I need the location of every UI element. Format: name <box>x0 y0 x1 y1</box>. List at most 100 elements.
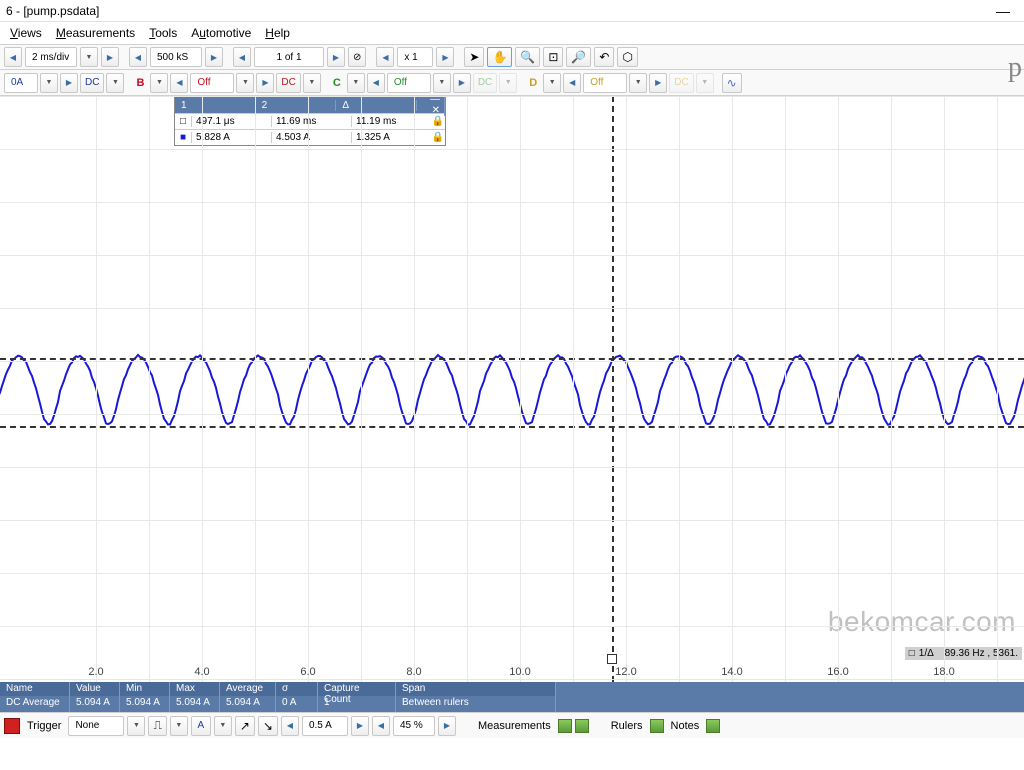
edit-measurement-button[interactable] <box>575 719 589 733</box>
ch-d-next[interactable] <box>649 73 667 93</box>
ch-a-coupling[interactable]: DC <box>80 73 104 93</box>
measurement-close[interactable]: — ✕ <box>417 96 445 116</box>
timebase-dropdown[interactable] <box>80 47 98 67</box>
ruler-horizontal-1[interactable] <box>0 358 1024 360</box>
buffer-value[interactable]: 1 of 1 <box>254 47 324 67</box>
stat-column: Value5.094 A <box>70 682 120 712</box>
ch-a-range[interactable]: 0A <box>4 73 38 93</box>
measurement-row: □ 497.1 μs 11.69 ms 11.19 ms 🔒 <box>175 113 445 129</box>
samples-next[interactable] <box>205 47 223 67</box>
zoom-area-icon[interactable]: ⊡ <box>543 47 563 67</box>
samples-value[interactable]: 500 kS <box>150 47 202 67</box>
ch-d-coupling[interactable]: DC <box>669 73 693 93</box>
buffer-nav-icon[interactable]: ⊘ <box>348 47 366 67</box>
hand-icon[interactable]: ✋ <box>487 47 512 67</box>
ch-c-coupling[interactable]: DC <box>473 73 497 93</box>
stats-bar: NameDC AverageValue5.094 AMin5.094 AMax5… <box>0 682 1024 712</box>
ch-a-range-dd[interactable] <box>40 73 58 93</box>
buffer-next[interactable] <box>327 47 345 67</box>
ch-a-range-next[interactable] <box>60 73 78 93</box>
pretrig-prev[interactable] <box>372 716 390 736</box>
ch-c-range[interactable]: Off <box>387 73 431 93</box>
rulers-label: Rulers <box>607 720 647 732</box>
x-axis-label: 12.0 <box>615 666 636 678</box>
zoom-value[interactable]: x 1 <box>397 47 433 67</box>
menu-tools[interactable]: Tools <box>149 26 177 40</box>
ch-d-range-dd[interactable] <box>629 73 647 93</box>
menu-help[interactable]: Help <box>265 26 290 40</box>
falling-edge-icon[interactable]: ↘ <box>258 716 278 736</box>
threshold-prev[interactable] <box>281 716 299 736</box>
stat-column: Min5.094 A <box>120 682 170 712</box>
title-bar: 6 - [pump.psdata] — <box>0 0 1024 22</box>
ruler-handle[interactable] <box>607 654 617 664</box>
rising-edge-icon[interactable]: ↗ <box>235 716 255 736</box>
ch-c-prev[interactable] <box>367 73 385 93</box>
stat-column: SpanBetween rulers <box>396 682 556 712</box>
ruler-vertical[interactable] <box>612 96 614 682</box>
undo-zoom-icon[interactable]: ↶ <box>594 47 614 67</box>
zoom-out-icon[interactable]: 🔎 <box>566 47 591 67</box>
math-channel-icon[interactable]: ∿ <box>722 73 742 93</box>
trigger-label: Trigger <box>23 720 65 732</box>
menu-measurements[interactable]: Measurements <box>56 26 135 40</box>
frequency-readout: □1/Δ 89.36 Hz , 5361. <box>905 647 1022 660</box>
logo: p <box>1008 52 1022 84</box>
menu-automotive[interactable]: Automotive <box>191 26 251 40</box>
samples-prev[interactable] <box>129 47 147 67</box>
trigger-source-dd[interactable] <box>214 716 232 736</box>
stat-column: Capture Count1 <box>318 682 396 712</box>
ch-b-dd[interactable] <box>150 73 168 93</box>
ch-d-dd[interactable] <box>543 73 561 93</box>
stat-column: σ0 A <box>276 682 318 712</box>
ch-a-coupling-dd[interactable] <box>106 73 124 93</box>
ch-b-range-dd[interactable] <box>236 73 254 93</box>
ch-b-coupling-dd[interactable] <box>303 73 321 93</box>
ch-b-next[interactable] <box>256 73 274 93</box>
menu-views[interactable]: Views <box>10 26 42 40</box>
timebase-value[interactable]: 2 ms/div <box>25 47 77 67</box>
trigger-mode-dd[interactable] <box>127 716 145 736</box>
ch-c-dd[interactable] <box>347 73 365 93</box>
ch-b-coupling[interactable]: DC <box>276 73 300 93</box>
marker-icon[interactable]: ⬡ <box>617 47 637 67</box>
ch-c-next[interactable] <box>453 73 471 93</box>
trigger-edge-icon[interactable]: ⎍ <box>148 716 166 736</box>
timebase-next[interactable] <box>101 47 119 67</box>
timebase-prev[interactable] <box>4 47 22 67</box>
zoom-in-icon[interactable]: 🔍 <box>515 47 540 67</box>
waveform-chart[interactable]: 12Δ — ✕ □ 497.1 μs 11.69 ms 11.19 ms 🔒 ■… <box>0 96 1024 682</box>
ruler-horizontal-2[interactable] <box>0 426 1024 428</box>
zoom-next[interactable] <box>436 47 454 67</box>
x-axis-label: 2.0 <box>88 666 103 678</box>
zoom-prev[interactable] <box>376 47 394 67</box>
pretrig-value[interactable]: 45 % <box>393 716 435 736</box>
buffer-prev[interactable] <box>233 47 251 67</box>
add-measurement-button[interactable] <box>558 719 572 733</box>
main-toolbar: 2 ms/div 500 kS 1 of 1 ⊘ x 1 ➤ ✋ 🔍 ⊡ 🔎 ↶… <box>0 44 1024 70</box>
notes-label: Notes <box>667 720 704 732</box>
x-axis-label: 14.0 <box>721 666 742 678</box>
ch-b-range[interactable]: Off <box>190 73 234 93</box>
ch-c-label: C <box>329 77 345 89</box>
ch-c-range-dd[interactable] <box>433 73 451 93</box>
minimize-button[interactable]: — <box>988 3 1018 19</box>
trigger-edge-dd[interactable] <box>170 716 188 736</box>
pointer-icon[interactable]: ➤ <box>464 47 484 67</box>
ch-b-prev[interactable] <box>170 73 188 93</box>
measurement-box[interactable]: 12Δ — ✕ □ 497.1 μs 11.69 ms 11.19 ms 🔒 ■… <box>174 96 446 146</box>
stop-button[interactable] <box>4 718 20 734</box>
trigger-mode[interactable]: None <box>68 716 124 736</box>
ch-d-range[interactable]: Off <box>583 73 627 93</box>
trigger-source[interactable]: A <box>191 716 211 736</box>
ch-d-coupling-dd[interactable] <box>696 73 714 93</box>
ch-d-prev[interactable] <box>563 73 581 93</box>
notes-button[interactable] <box>706 719 720 733</box>
x-axis-label: 16.0 <box>827 666 848 678</box>
trigger-threshold[interactable]: 0.5 A <box>302 716 348 736</box>
rulers-button[interactable] <box>650 719 664 733</box>
ch-c-coupling-dd[interactable] <box>499 73 517 93</box>
ch-d-label: D <box>525 77 541 89</box>
threshold-next[interactable] <box>351 716 369 736</box>
pretrig-next[interactable] <box>438 716 456 736</box>
